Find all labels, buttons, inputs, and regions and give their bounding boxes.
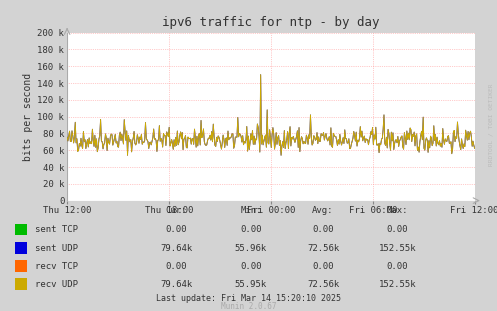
Text: Cur:: Cur: <box>166 206 187 215</box>
Title: ipv6 traffic for ntp - by day: ipv6 traffic for ntp - by day <box>162 16 380 29</box>
Text: 55.95k: 55.95k <box>235 280 267 289</box>
Text: 0.00: 0.00 <box>312 262 334 271</box>
Text: 0.00: 0.00 <box>166 262 187 271</box>
Text: sent UDP: sent UDP <box>35 244 78 253</box>
Text: 0.00: 0.00 <box>387 262 409 271</box>
Y-axis label: bits per second: bits per second <box>23 72 33 161</box>
Text: Last update: Fri Mar 14 15:20:10 2025: Last update: Fri Mar 14 15:20:10 2025 <box>156 294 341 303</box>
Text: 152.55k: 152.55k <box>379 244 416 253</box>
Text: 0.00: 0.00 <box>387 225 409 234</box>
Text: recv UDP: recv UDP <box>35 280 78 289</box>
Text: 0.00: 0.00 <box>240 262 262 271</box>
Text: 79.64k: 79.64k <box>161 244 192 253</box>
Text: Min:: Min: <box>240 206 262 215</box>
Text: Munin 2.0.67: Munin 2.0.67 <box>221 301 276 310</box>
Text: 0.00: 0.00 <box>240 225 262 234</box>
Text: 0.00: 0.00 <box>312 225 334 234</box>
Text: Max:: Max: <box>387 206 409 215</box>
Text: Avg:: Avg: <box>312 206 334 215</box>
Text: 55.96k: 55.96k <box>235 244 267 253</box>
Text: 152.55k: 152.55k <box>379 280 416 289</box>
Text: recv TCP: recv TCP <box>35 262 78 271</box>
Text: sent TCP: sent TCP <box>35 225 78 234</box>
Text: 0.00: 0.00 <box>166 225 187 234</box>
Text: 72.56k: 72.56k <box>307 280 339 289</box>
Text: 72.56k: 72.56k <box>307 244 339 253</box>
Text: RRDTOOL / TOBI OETIKER: RRDTOOL / TOBI OETIKER <box>488 83 493 166</box>
Text: 79.64k: 79.64k <box>161 280 192 289</box>
